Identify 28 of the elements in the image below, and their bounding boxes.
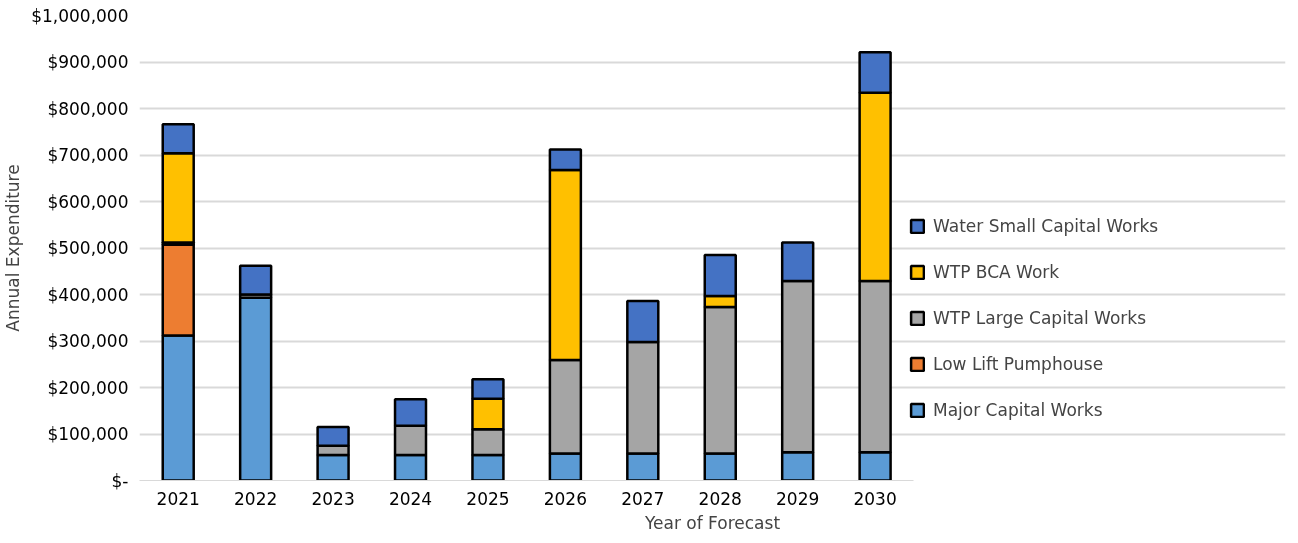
x-tick-label: 2030 — [853, 488, 897, 509]
legend-label: WTP BCA Work — [933, 262, 1060, 282]
legend-label: WTP Large Capital Works — [933, 308, 1146, 328]
y-tick-label: $100,000 — [47, 424, 129, 444]
legend-label: Major Capital Works — [933, 400, 1103, 420]
y-tick-label: $600,000 — [47, 191, 129, 212]
legend-label: Low Lift Pumphouse — [933, 354, 1104, 374]
x-tick-label: 2028 — [698, 488, 742, 509]
y-tick-label: $300,000 — [47, 331, 129, 351]
y-axis-title: Annual Expenditure — [3, 164, 24, 332]
y-tick-label: $- — [111, 470, 129, 491]
y-tick-label: $400,000 — [47, 284, 129, 305]
x-tick-label: 2029 — [776, 488, 820, 509]
y-tick-label: $200,000 — [47, 377, 129, 398]
x-tick-label: 2021 — [156, 488, 200, 509]
x-tick-label: 2023 — [311, 488, 355, 509]
x-tick-label: 2027 — [621, 488, 665, 509]
y-tick-label: $900,000 — [47, 52, 129, 72]
legend-label: Water Small Capital Works — [933, 216, 1159, 236]
y-tick-label: $700,000 — [47, 145, 129, 165]
x-tick-label: 2024 — [388, 488, 433, 509]
y-tick-label: $1,000,000 — [31, 5, 129, 26]
x-tick-label: 2022 — [234, 488, 278, 509]
y-tick-label: $500,000 — [47, 238, 129, 258]
x-tick-label: 2026 — [543, 488, 588, 509]
x-axis-title: Year of Forecast — [643, 512, 781, 533]
x-tick-label: 2025 — [466, 488, 510, 509]
y-tick-label: $800,000 — [47, 98, 129, 119]
